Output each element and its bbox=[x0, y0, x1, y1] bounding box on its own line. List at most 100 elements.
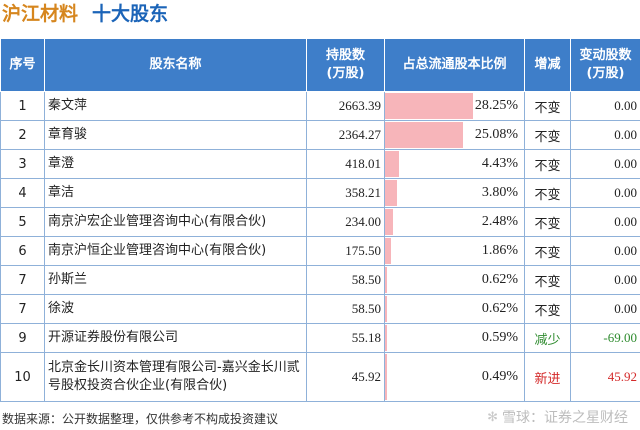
table-row: 1 秦文萍 2663.39 28.25% 不变 0.00 bbox=[0, 91, 640, 121]
rank-cell: 7 bbox=[0, 265, 45, 295]
holder-name-cell: 北京金长川资本管理有限公司-嘉兴金长川贰号股权投资合伙企业(有限合伙) bbox=[44, 352, 307, 402]
ratio-cell: 4.43% bbox=[384, 149, 525, 179]
table-row: 4 章洁 358.21 3.80% 不变 0.00 bbox=[0, 178, 640, 208]
section-title: 十大股东 bbox=[92, 3, 169, 25]
change-status-cell: 不变 bbox=[524, 294, 571, 324]
shares-cell: 358.21 bbox=[306, 178, 385, 208]
ratio-bar bbox=[385, 93, 473, 119]
ratio-bar bbox=[385, 151, 399, 177]
change-status-cell: 不变 bbox=[524, 236, 571, 266]
ratio-cell: 0.49% bbox=[384, 352, 525, 402]
rank-cell: 4 bbox=[0, 178, 45, 208]
ratio-cell: 25.08% bbox=[384, 120, 525, 150]
ratio-cell: 1.86% bbox=[384, 236, 525, 266]
change-status-cell: 减少 bbox=[524, 323, 571, 353]
holder-name-cell: 开源证券股份有限公司 bbox=[44, 323, 307, 353]
ratio-bar bbox=[385, 122, 463, 148]
change-status-cell: 不变 bbox=[524, 120, 571, 150]
holder-name-cell: 孙斯兰 bbox=[44, 265, 307, 295]
delta-shares-cell: 45.92 bbox=[570, 352, 640, 402]
holder-name-cell: 南京沪宏企业管理咨询中心(有限合伙) bbox=[44, 207, 307, 237]
data-source-note: 数据来源：公开数据整理，仅供参考不构成投资建议 bbox=[2, 412, 279, 426]
col-header-name: 股东名称 bbox=[44, 38, 307, 92]
shares-cell: 45.92 bbox=[306, 352, 385, 402]
delta-shares-cell: 0.00 bbox=[570, 149, 640, 179]
col-header-delta: 变动股数 (万股) bbox=[570, 38, 640, 92]
table-row: 3 章澄 418.01 4.43% 不变 0.00 bbox=[0, 149, 640, 179]
brand-watermark: ✻ 雪球：证券之星财经 bbox=[487, 407, 628, 427]
col-header-delta-label: 变动股数 (万股) bbox=[579, 48, 632, 81]
col-header-ratio: 占总流通股本比例 bbox=[384, 38, 525, 92]
change-status-cell: 不变 bbox=[524, 91, 571, 121]
ratio-bar bbox=[385, 180, 397, 206]
title-bar: 沪江材料 十大股东 bbox=[0, 0, 640, 30]
rank-cell: 5 bbox=[0, 207, 45, 237]
shares-cell: 175.50 bbox=[306, 236, 385, 266]
holder-name-cell: 章澄 bbox=[44, 149, 307, 179]
rank-cell: 1 bbox=[0, 91, 45, 121]
table-row: 10 北京金长川资本管理有限公司-嘉兴金长川贰号股权投资合伙企业(有限合伙) 45.… bbox=[0, 352, 640, 402]
change-status-cell: 不变 bbox=[524, 149, 571, 179]
delta-shares-cell: 0.00 bbox=[570, 207, 640, 237]
col-header-shares-label: 持股数 (万股) bbox=[325, 48, 365, 81]
brand-text: 雪球：证券之星财经 bbox=[502, 410, 628, 426]
col-header-change: 增减 bbox=[524, 38, 571, 92]
ratio-value: 3.80% bbox=[481, 185, 518, 200]
ratio-value: 0.62% bbox=[481, 301, 518, 316]
company-title: 沪江材料 bbox=[2, 3, 79, 25]
ratio-bar bbox=[385, 209, 393, 235]
ratio-cell: 28.25% bbox=[384, 91, 525, 121]
holder-name-cell: 南京沪恒企业管理咨询中心(有限合伙) bbox=[44, 236, 307, 266]
table-row: 5 南京沪宏企业管理咨询中心(有限合伙) 234.00 2.48% 不变 0.00 bbox=[0, 207, 640, 237]
shares-cell: 2663.39 bbox=[306, 91, 385, 121]
ratio-cell: 3.80% bbox=[384, 178, 525, 208]
table-row: 9 开源证券股份有限公司 55.18 0.59% 减少 -69.00 bbox=[0, 323, 640, 353]
ratio-bar bbox=[385, 325, 387, 351]
delta-shares-cell: 0.00 bbox=[570, 91, 640, 121]
ratio-cell: 0.62% bbox=[384, 294, 525, 324]
ratio-value: 0.49% bbox=[481, 369, 518, 384]
rank-cell: 6 bbox=[0, 236, 45, 266]
ratio-bar bbox=[385, 267, 387, 293]
snowball-icon: ✻ bbox=[487, 409, 498, 425]
table-row: 2 章育骏 2364.27 25.08% 不变 0.00 bbox=[0, 120, 640, 150]
rank-cell: 10 bbox=[0, 352, 45, 402]
shares-cell: 55.18 bbox=[306, 323, 385, 353]
table-row: 7 徐波 58.50 0.62% 不变 0.00 bbox=[0, 294, 640, 324]
rank-cell: 3 bbox=[0, 149, 45, 179]
shares-cell: 58.50 bbox=[306, 265, 385, 295]
shares-cell: 58.50 bbox=[306, 294, 385, 324]
ratio-value: 2.48% bbox=[481, 214, 518, 229]
ratio-value: 1.86% bbox=[481, 243, 518, 258]
ratio-cell: 0.62% bbox=[384, 265, 525, 295]
ratio-cell: 2.48% bbox=[384, 207, 525, 237]
ratio-value: 25.08% bbox=[474, 127, 518, 142]
table-row: 6 南京沪恒企业管理咨询中心(有限合伙) 175.50 1.86% 不变 0.00 bbox=[0, 236, 640, 266]
ratio-bar bbox=[385, 296, 387, 322]
ratio-value: 4.43% bbox=[481, 156, 518, 171]
ratio-value: 28.25% bbox=[474, 98, 518, 113]
holder-name-cell: 章洁 bbox=[44, 178, 307, 208]
ratio-cell: 0.59% bbox=[384, 323, 525, 353]
holder-name-cell: 秦文萍 bbox=[44, 91, 307, 121]
change-status-cell: 新进 bbox=[524, 352, 571, 402]
rank-cell: 7 bbox=[0, 294, 45, 324]
table-header-row: 序号 股东名称 持股数 (万股) 占总流通股本比例 增减 变动股数 (万股) bbox=[0, 38, 640, 92]
ratio-bar bbox=[385, 238, 391, 264]
ratio-value: 0.59% bbox=[481, 330, 518, 345]
holder-name-cell: 徐波 bbox=[44, 294, 307, 324]
delta-shares-cell: 0.00 bbox=[570, 178, 640, 208]
delta-shares-cell: 0.00 bbox=[570, 236, 640, 266]
shares-cell: 418.01 bbox=[306, 149, 385, 179]
delta-shares-cell: 0.00 bbox=[570, 265, 640, 295]
holder-name-cell: 章育骏 bbox=[44, 120, 307, 150]
delta-shares-cell: -69.00 bbox=[570, 323, 640, 353]
ratio-value: 0.62% bbox=[481, 272, 518, 287]
top-holders-table: 序号 股东名称 持股数 (万股) 占总流通股本比例 增减 变动股数 (万股) 1… bbox=[0, 38, 640, 402]
table-row: 7 孙斯兰 58.50 0.62% 不变 0.00 bbox=[0, 265, 640, 295]
rank-cell: 9 bbox=[0, 323, 45, 353]
shares-cell: 2364.27 bbox=[306, 120, 385, 150]
change-status-cell: 不变 bbox=[524, 207, 571, 237]
change-status-cell: 不变 bbox=[524, 178, 571, 208]
col-header-rank: 序号 bbox=[0, 38, 45, 92]
